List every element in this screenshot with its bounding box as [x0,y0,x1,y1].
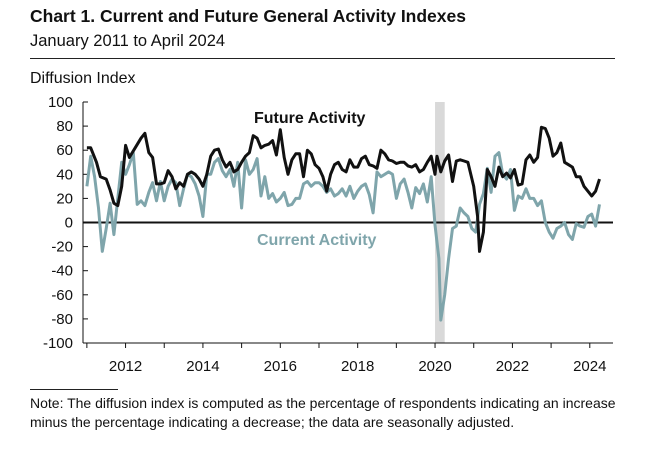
y-tick-label: -100 [43,335,73,352]
line-chart: -100 -80 -60 -40 -20 0 20 40 60 80 100 2012 2014 2016… [43,94,613,375]
note-divider [30,389,118,390]
future-activity-line [86,125,601,253]
y-tick-label: 20 [56,190,73,207]
x-tick-label: 2022 [496,358,529,375]
y-tick-label: 100 [48,94,73,111]
x-tick-label: 2024 [573,358,606,375]
y-tick-label: -20 [51,239,73,256]
y-tick-label: 40 [56,166,73,183]
chart-subtitle: January 2011 to April 2024 [30,32,226,50]
y-tick-label: 0 [65,215,73,232]
title-divider [30,58,615,59]
x-tick-label: 2018 [341,358,374,375]
x-tick-label: 2012 [109,358,142,375]
y-tick-label: -40 [51,263,73,280]
y-tick-label: 60 [56,142,73,159]
x-tick-label: 2016 [264,358,297,375]
y-axis-label: Diffusion Index [30,70,136,87]
y-tick-label: 80 [56,118,73,135]
chart-note: Note: The diffusion index is computed as… [30,395,616,430]
x-tick-label: 2014 [186,358,219,375]
future-activity-label: Future Activity [254,110,366,127]
y-tick-label: -60 [51,287,73,304]
current-activity-label: Current Activity [257,232,377,249]
x-tick-label: 2020 [418,358,451,375]
y-tick-label: -80 [51,311,73,328]
chart-title: Chart 1. Current and Future General Acti… [30,6,466,26]
